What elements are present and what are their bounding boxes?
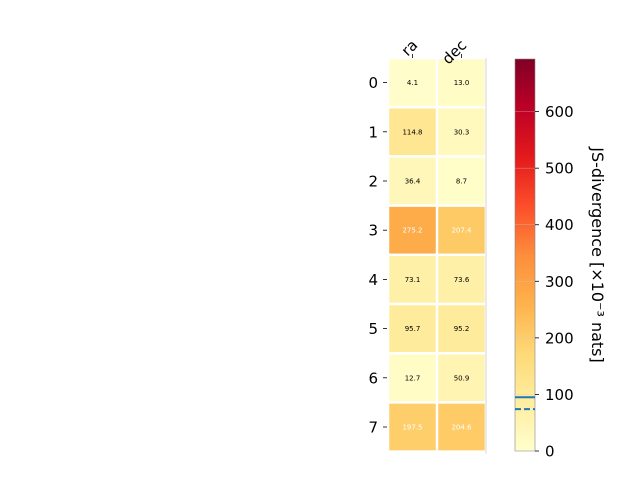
- cell-value-label: 204.6: [451, 424, 472, 432]
- heatmap-cell: [438, 403, 485, 451]
- row-tick-label: 1: [368, 123, 378, 141]
- colorbar-tick-label: 600: [545, 103, 574, 121]
- cell-value-label: 13.0: [454, 79, 470, 87]
- colorbar-gradient: [514, 58, 536, 452]
- row-tick-label: 6: [368, 369, 378, 387]
- heatmap-cell: [389, 305, 436, 352]
- cell-value-label: 207.4: [451, 227, 472, 235]
- cell-value-label: 4.1: [407, 79, 418, 87]
- colorbar: 0 100 200 300 400 500 600: [514, 58, 574, 461]
- cell-value-label: 275.2: [402, 227, 422, 235]
- heatmap-cell: [438, 108, 485, 156]
- heatmap-cell: [389, 206, 436, 254]
- cell-value-label: 50.9: [454, 374, 470, 382]
- row-tick-label: 0: [368, 74, 378, 92]
- cell-value-label: 30.3: [454, 128, 470, 136]
- heatmap-cell: [389, 157, 436, 205]
- heatmap-cell: [389, 59, 436, 106]
- heatmap-cell: [438, 59, 485, 106]
- cell-value-label: 114.8: [402, 128, 422, 136]
- heatmap-cell: [438, 305, 485, 352]
- cell-value-label: 8.7: [456, 178, 467, 186]
- colorbar-tick-label: 100: [545, 386, 574, 404]
- heatmap-cell: [389, 108, 436, 156]
- colorbar-label: JS-divergence [×10⁻³ nats]: [588, 146, 607, 362]
- row-tick-label: 5: [368, 320, 378, 338]
- colorbar-tick-label: 200: [545, 329, 574, 347]
- colorbar-tick-label: 0: [545, 443, 555, 461]
- colorbar-tick-label: 500: [545, 160, 574, 178]
- cell-value-label: 73.6: [454, 276, 470, 284]
- heatmap-cells: 4.1 13.0 114.8 30.3 36.4 8.7 275.2 207.4 73.1 73.…: [389, 58, 487, 454]
- cell-value-label: 73.1: [405, 276, 421, 284]
- heatmap-cell: [438, 354, 485, 402]
- heatmap-cell: [438, 206, 485, 254]
- row-tick-label: 2: [368, 173, 378, 191]
- cell-value-label: 95.2: [454, 325, 470, 333]
- cell-value-label: 197.5: [402, 424, 422, 432]
- row-labels: 0 1 2 3 4 5 6 7: [368, 74, 387, 437]
- row-tick-label: 3: [368, 222, 378, 240]
- row-tick-label: 4: [368, 271, 378, 289]
- heatmap-cell: [389, 256, 436, 303]
- heatmap-cell: [438, 157, 485, 205]
- cell-value-label: 12.7: [405, 374, 421, 382]
- colorbar-tick-label: 300: [545, 273, 574, 291]
- cell-value-label: 95.7: [405, 325, 421, 333]
- cell-value-label: 36.4: [405, 178, 421, 186]
- heatmap-cell: [438, 256, 485, 303]
- column-tick-label: ra: [398, 36, 422, 60]
- heatmap-cell: [389, 403, 436, 451]
- row-tick-label: 7: [368, 419, 378, 437]
- colorbar-tick-label: 400: [545, 216, 574, 234]
- heatmap-cell: [389, 354, 436, 402]
